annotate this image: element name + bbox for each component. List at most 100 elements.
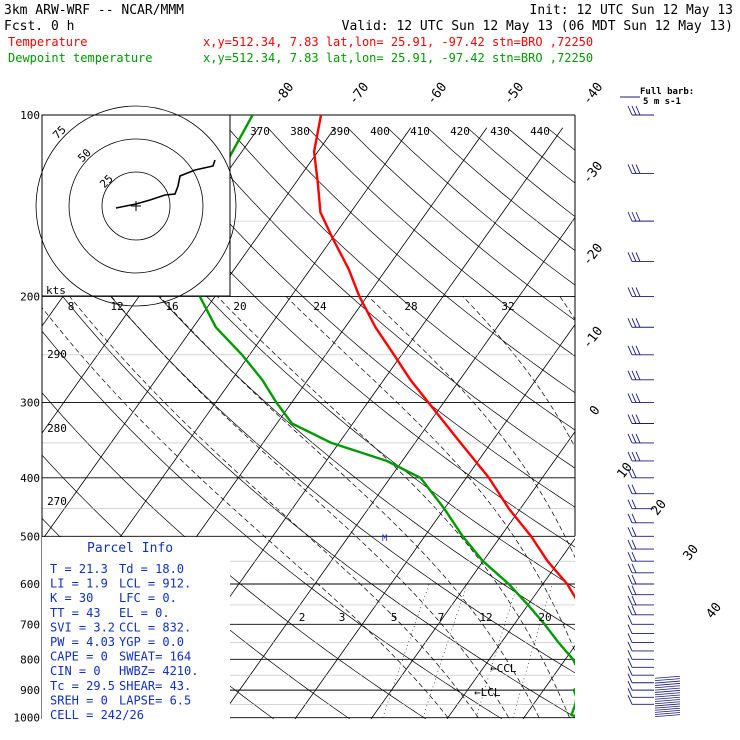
pressure-label: 500 bbox=[20, 530, 40, 543]
wind-barb-lowlevel bbox=[654, 680, 681, 684]
lcl-annotation: ←LCL bbox=[474, 686, 501, 699]
parcel-info-right: LFC = 0. bbox=[119, 591, 177, 605]
wind-barb-flag bbox=[635, 345, 641, 356]
dry-adiabat-line bbox=[42, 269, 575, 718]
wind-barb-lowlevel bbox=[654, 683, 681, 686]
wind-barb bbox=[627, 414, 654, 424]
parcel-info-right: CCL = 832. bbox=[119, 620, 191, 634]
wind-barb-flag bbox=[631, 605, 637, 615]
wind-barb-flag bbox=[627, 527, 633, 537]
wind-barb-flag bbox=[631, 484, 637, 494]
theta-label: 400 bbox=[370, 125, 390, 138]
wind-barb-flag bbox=[627, 414, 633, 424]
isotherm-line bbox=[42, 127, 336, 541]
parcel-info-right: EL = 0. bbox=[119, 606, 170, 620]
barb-legend-title: Full barb: bbox=[640, 87, 694, 97]
forecast-hour: Fcst. 0 h bbox=[4, 19, 74, 34]
wind-barb-lowlevel bbox=[654, 710, 681, 713]
wind-barb-flag bbox=[627, 468, 633, 479]
mixing-ratio-line bbox=[382, 583, 430, 718]
wind-barb-flag bbox=[631, 595, 637, 606]
wind-barb-lowlevel bbox=[654, 675, 681, 679]
wind-barb-flag bbox=[627, 345, 633, 356]
wind-barb-flag bbox=[627, 164, 633, 174]
wind-barb-flag bbox=[631, 527, 637, 537]
wind-barb-flag bbox=[627, 539, 633, 550]
wind-barb-lowlevel bbox=[654, 703, 681, 707]
theta-label-left: 270 bbox=[47, 495, 67, 508]
isotherm-line bbox=[294, 323, 575, 719]
wind-barb bbox=[627, 552, 654, 562]
legend-temperature-info: x,y=512.34, 7.83 lat,lon= 25.91, -97.42 … bbox=[203, 35, 593, 49]
wind-barb-flag bbox=[635, 414, 641, 424]
hodograph-unit: kts bbox=[46, 284, 66, 297]
theta-label: 370 bbox=[250, 125, 270, 138]
isotherm-label: 20 bbox=[649, 497, 670, 519]
wind-barb-lowlevel bbox=[654, 696, 681, 700]
wind-barb-flag bbox=[631, 287, 637, 297]
wind-barb-flag bbox=[627, 451, 633, 462]
wind-barb-flag bbox=[627, 615, 633, 625]
wind-barb-flag bbox=[627, 595, 633, 606]
chart-grid bbox=[42, 127, 575, 719]
wind-barb-flag bbox=[627, 513, 633, 524]
parcel-info-left: TT = 43 bbox=[50, 606, 101, 620]
wind-barb bbox=[627, 499, 654, 510]
wind-barb-lowlevel bbox=[654, 701, 681, 705]
wind-barb bbox=[627, 513, 654, 524]
wind-barb-flag bbox=[635, 252, 641, 262]
isotherm-line bbox=[42, 127, 260, 434]
mixing-ratio-upper-label: 12 bbox=[110, 300, 123, 313]
wind-barb bbox=[627, 468, 654, 479]
wind-barb-flag bbox=[635, 433, 641, 444]
isotherm-line bbox=[522, 645, 575, 719]
legend-temperature-name: Temperature bbox=[8, 35, 87, 49]
mixing-ratio-upper-label: 32 bbox=[501, 300, 514, 313]
wind-barb-flag bbox=[627, 641, 633, 652]
parcel-info-right: SHEAR= 43. bbox=[119, 679, 191, 693]
sounding-profiles bbox=[198, 115, 575, 718]
wind-barb-flag bbox=[627, 695, 633, 705]
mixing-ratio-label: 20 bbox=[538, 611, 551, 624]
parcel-info-background bbox=[42, 537, 230, 719]
wind-barb bbox=[627, 370, 654, 381]
wind-barb-flag bbox=[627, 680, 633, 691]
wind-barb-flag bbox=[627, 673, 633, 683]
hodograph-ring bbox=[68, 138, 204, 274]
wind-barb-flag bbox=[627, 574, 633, 585]
wind-barb bbox=[627, 688, 654, 698]
wind-barb-flag bbox=[631, 563, 637, 574]
parcel-info-right: LAPSE= 6.5 bbox=[119, 693, 191, 707]
wind-barb bbox=[627, 252, 654, 262]
dry-adiabat-line bbox=[467, 127, 575, 217]
parcel-info-panel: Parcel Info T = 21.3 Td = 18.0 LI = 1.9 LCL… bbox=[42, 537, 230, 722]
parcel-info-right: LCL = 912. bbox=[119, 577, 191, 591]
wind-barb-flag bbox=[631, 513, 637, 524]
mixing-ratio-label: 12 bbox=[479, 611, 492, 624]
dry-adiabat-line bbox=[387, 127, 575, 286]
wind-barb-flag bbox=[635, 164, 641, 174]
wind-barb-flag bbox=[627, 633, 633, 643]
parcel-info-right: HWBZ= 4210. bbox=[119, 664, 198, 678]
dry-adiabat-line bbox=[307, 127, 575, 357]
mixing-ratio-upper-label: 16 bbox=[165, 300, 178, 313]
dry-adiabat-line bbox=[147, 127, 575, 508]
pressure-label: 1000 bbox=[14, 712, 41, 725]
mixing-ratio-upper-label: 28 bbox=[404, 300, 417, 313]
wind-barb-lowlevel bbox=[654, 714, 681, 718]
wind-barb bbox=[627, 633, 654, 643]
isotherm-label: -70 bbox=[346, 80, 372, 108]
dry-adiabat-line bbox=[42, 330, 503, 719]
parcel-info-left: SREH = 0 bbox=[50, 693, 108, 707]
wind-barb bbox=[627, 615, 654, 625]
wind-barb bbox=[627, 451, 654, 462]
moist-adiabat-line bbox=[559, 296, 575, 321]
wind-barb-lowlevel bbox=[654, 685, 681, 689]
wind-barb bbox=[627, 574, 654, 585]
wind-barb-flag bbox=[631, 370, 637, 380]
isotherm-label: -40 bbox=[580, 80, 606, 108]
wind-barb bbox=[627, 164, 654, 174]
wind-barb bbox=[627, 673, 654, 684]
